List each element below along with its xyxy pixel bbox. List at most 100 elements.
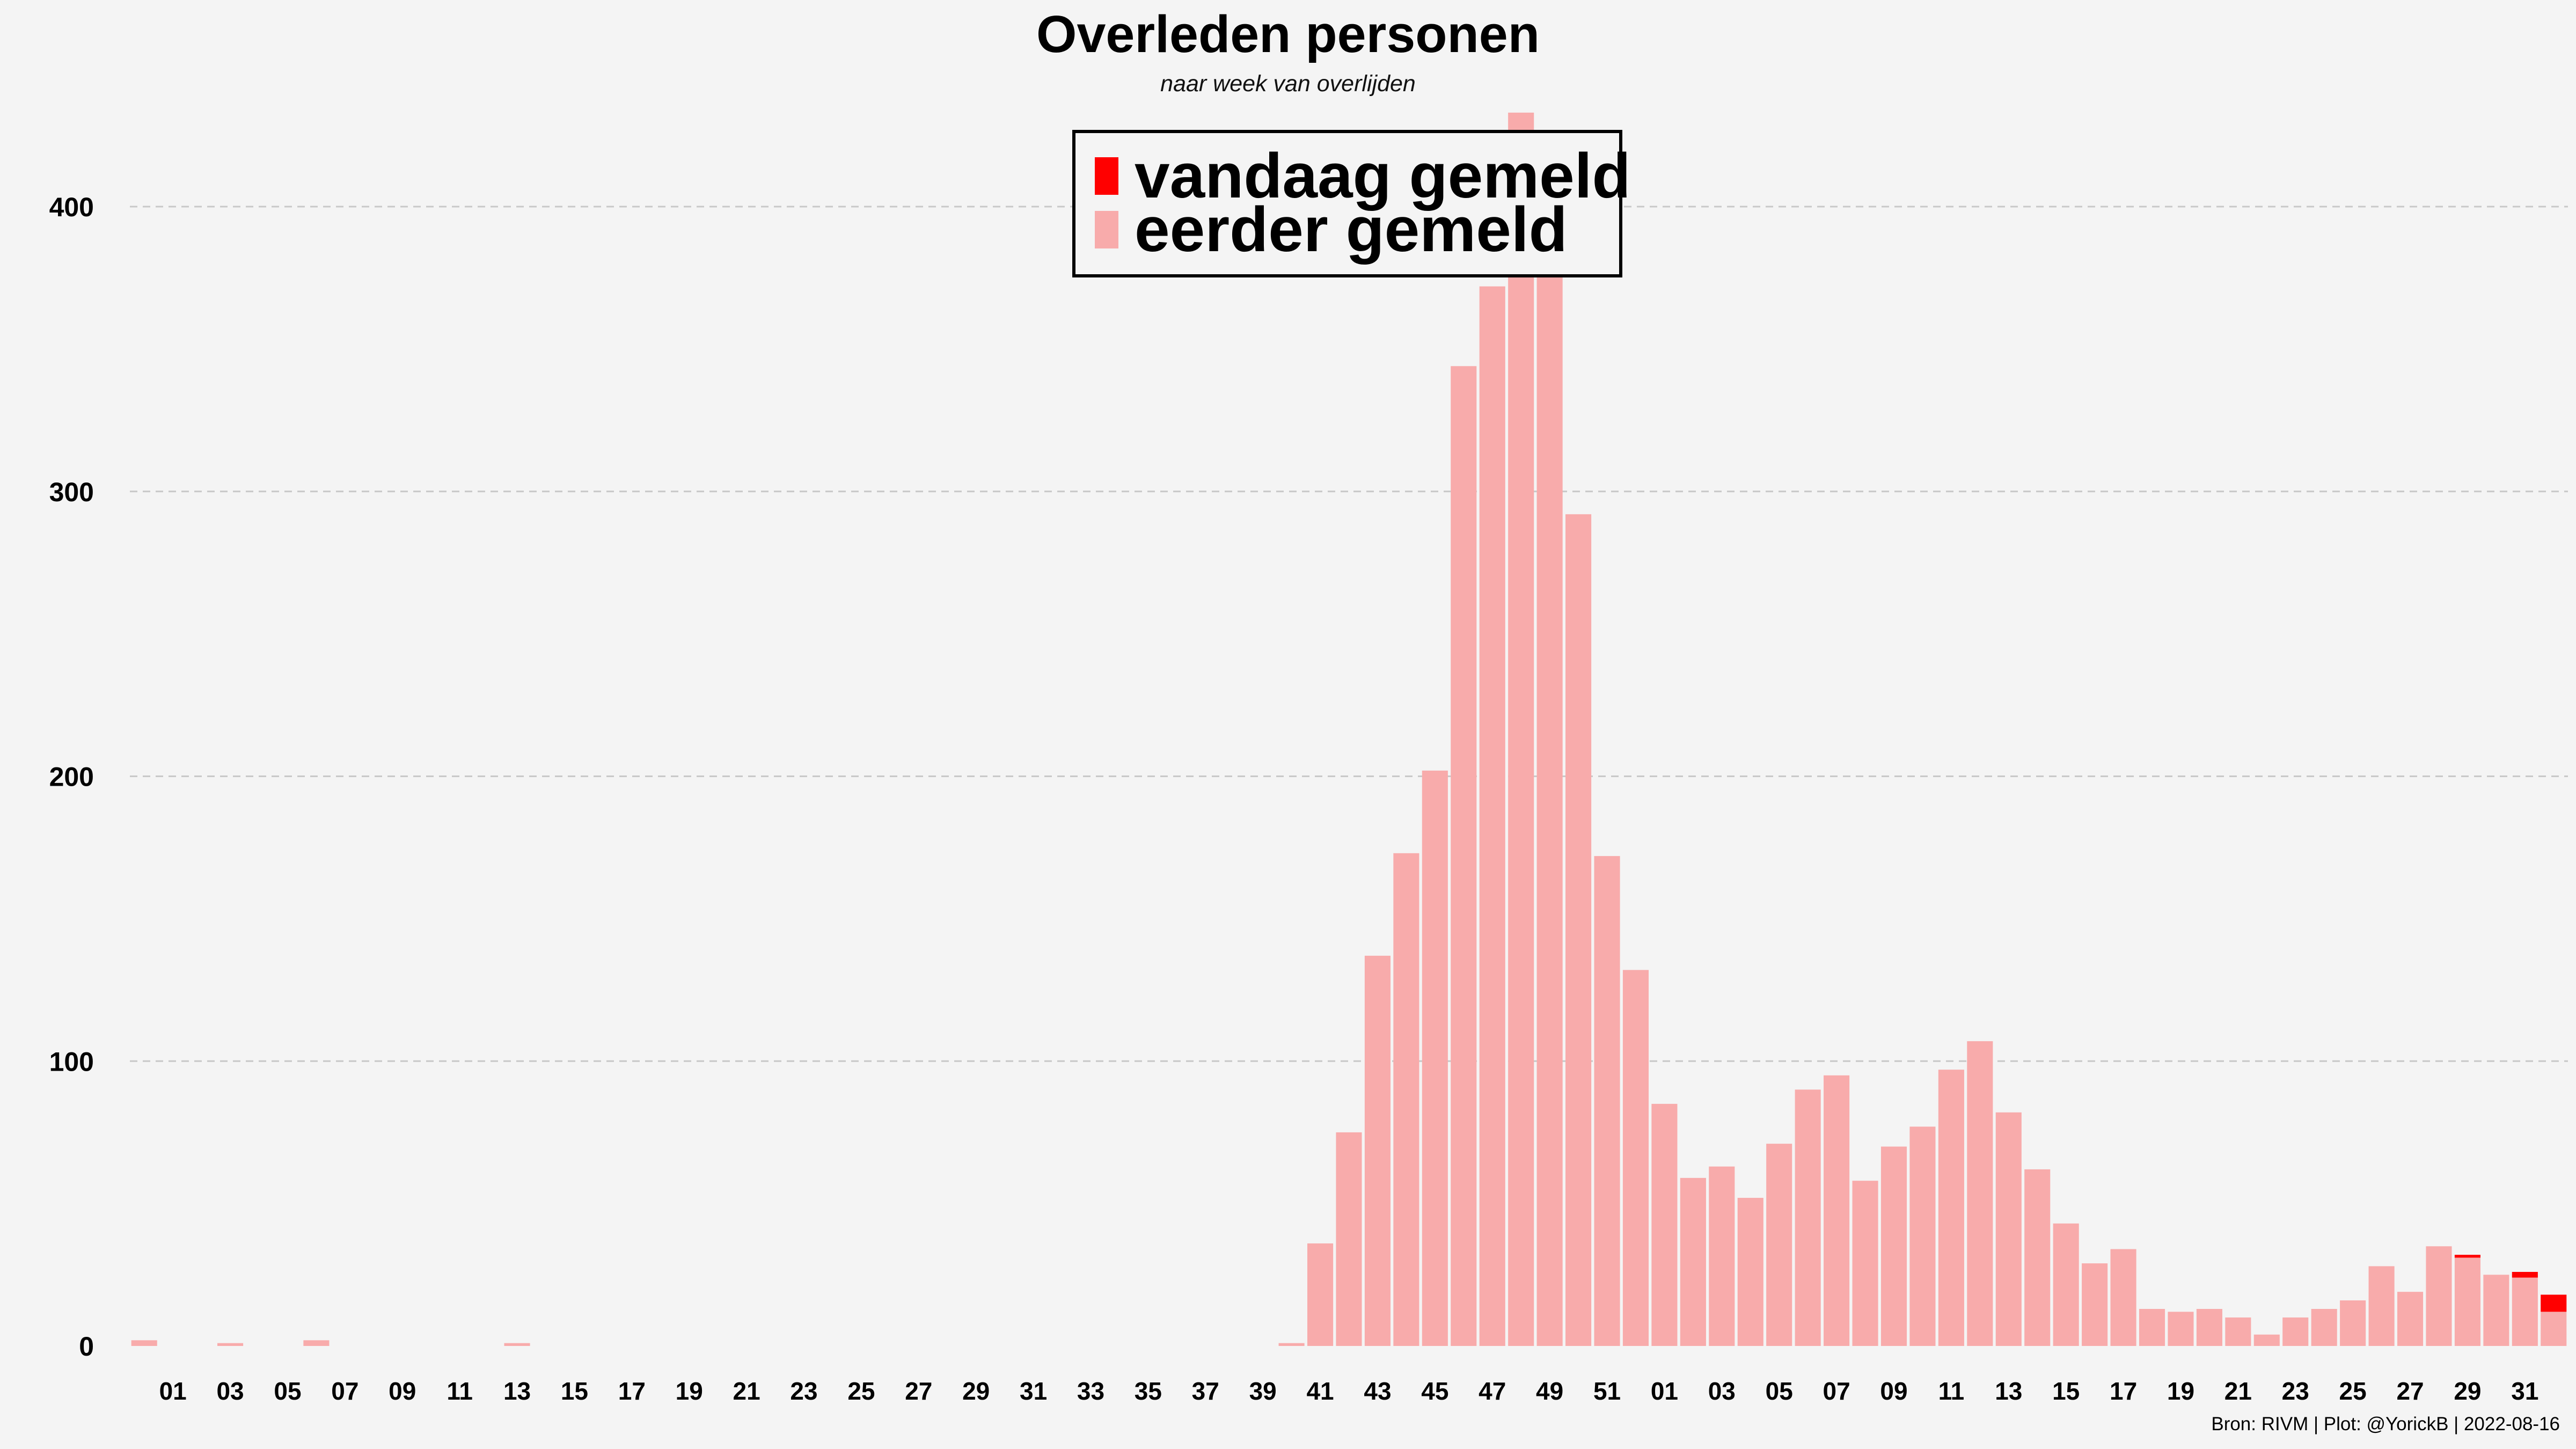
x-tick-label-18: 37 — [1192, 1377, 1219, 1405]
bar-earlier-54 — [1680, 1177, 1706, 1346]
legend-label-today: vandaag gemeld — [1135, 141, 1631, 211]
bar-earlier-13 — [504, 1343, 530, 1346]
bar-earlier-51 — [1594, 856, 1620, 1346]
x-tick-label-38: 25 — [2339, 1377, 2367, 1405]
bar-earlier-74 — [2253, 1334, 2280, 1346]
x-tick-label-22: 45 — [1421, 1377, 1448, 1405]
y-tick-label-300: 300 — [49, 477, 94, 507]
y-tick-label-200: 200 — [49, 762, 94, 792]
bar-earlier-46 — [1451, 366, 1477, 1346]
legend-swatch-today — [1095, 157, 1118, 195]
bar-earlier-58 — [1795, 1089, 1821, 1346]
legend-item-earlier: eerder gemeld — [1095, 194, 1568, 265]
bar-earlier-84 — [2541, 1312, 2567, 1346]
bar-earlier-65 — [1995, 1112, 2022, 1346]
bar-earlier-64 — [1967, 1041, 1993, 1346]
chart-title: Overleden personen — [1036, 5, 1540, 63]
x-tick-label-19: 39 — [1249, 1377, 1277, 1405]
x-tick-label-32: 13 — [1995, 1377, 2022, 1405]
x-tick-label-30: 09 — [1880, 1377, 1907, 1405]
x-tick-label-20: 41 — [1306, 1377, 1334, 1405]
y-tick-label-400: 400 — [49, 192, 94, 222]
x-tick-label-29: 07 — [1823, 1377, 1850, 1405]
source-caption: Bron: RIVM | Plot: @YorickB | 2022-08-16 — [2211, 1414, 2560, 1435]
bar-earlier-44 — [1393, 853, 1419, 1346]
legend-item-today: vandaag gemeld — [1095, 141, 1631, 211]
bar-earlier-69 — [2110, 1249, 2136, 1346]
bar-earlier-53 — [1651, 1103, 1678, 1346]
x-tick-label-3: 07 — [331, 1377, 358, 1405]
bar-earlier-45 — [1422, 770, 1448, 1346]
bar-earlier-57 — [1766, 1144, 1792, 1346]
x-tick-label-14: 29 — [962, 1377, 990, 1405]
bar-earlier-78 — [2368, 1266, 2395, 1346]
bar-earlier-42 — [1336, 1132, 1362, 1346]
bar-earlier-0 — [131, 1340, 157, 1346]
x-tick-label-40: 29 — [2454, 1377, 2481, 1405]
x-tick-label-16: 33 — [1077, 1377, 1104, 1405]
x-tick-label-36: 21 — [2224, 1377, 2252, 1405]
x-tick-label-12: 25 — [847, 1377, 875, 1405]
bar-earlier-50 — [1565, 514, 1592, 1346]
legend-label-earlier: eerder gemeld — [1135, 194, 1568, 265]
x-tick-label-10: 21 — [733, 1377, 760, 1405]
bar-earlier-3 — [217, 1343, 244, 1346]
x-tick-label-1: 03 — [216, 1377, 244, 1405]
bar-earlier-40 — [1278, 1343, 1305, 1346]
bar-earlier-75 — [2282, 1317, 2309, 1346]
bar-today-83 — [2512, 1272, 2538, 1278]
x-tick-label-26: 01 — [1651, 1377, 1678, 1405]
bar-earlier-72 — [2196, 1309, 2222, 1346]
x-tick-label-41: 31 — [2511, 1377, 2538, 1405]
x-tick-label-13: 27 — [905, 1377, 932, 1405]
x-tick-label-21: 43 — [1364, 1377, 1391, 1405]
bar-earlier-43 — [1364, 955, 1391, 1346]
bar-earlier-77 — [2340, 1300, 2366, 1346]
bar-earlier-66 — [2024, 1169, 2051, 1346]
x-tick-label-6: 13 — [503, 1377, 531, 1405]
bar-earlier-73 — [2225, 1317, 2251, 1346]
x-tick-label-34: 17 — [2110, 1377, 2137, 1405]
bar-earlier-59 — [1824, 1075, 1850, 1346]
bar-earlier-62 — [1909, 1126, 1936, 1346]
x-tick-label-5: 11 — [447, 1377, 473, 1405]
bar-earlier-49 — [1536, 272, 1563, 1346]
x-tick-label-7: 15 — [561, 1377, 588, 1405]
bar-earlier-56 — [1737, 1198, 1763, 1346]
bar-earlier-79 — [2397, 1292, 2424, 1346]
bar-earlier-68 — [2082, 1263, 2108, 1346]
x-tick-label-24: 49 — [1536, 1377, 1563, 1405]
bar-earlier-63 — [1938, 1070, 1964, 1346]
legend: vandaag gemeld eerder gemeld — [1072, 130, 1631, 277]
bar-earlier-47 — [1479, 286, 1505, 1346]
x-tick-label-15: 31 — [1020, 1377, 1047, 1405]
bar-earlier-83 — [2512, 1277, 2538, 1346]
bar-earlier-6 — [303, 1340, 330, 1346]
bar-earlier-70 — [2139, 1309, 2165, 1346]
y-tick-label-0: 0 — [79, 1331, 94, 1362]
x-tick-label-39: 27 — [2396, 1377, 2424, 1405]
x-tick-label-2: 05 — [274, 1377, 301, 1405]
x-tick-label-28: 05 — [1766, 1377, 1793, 1405]
bar-earlier-48 — [1508, 112, 1534, 1346]
bar-earlier-55 — [1709, 1166, 1735, 1346]
x-tick-label-8: 17 — [618, 1377, 646, 1405]
bar-earlier-52 — [1622, 970, 1649, 1346]
x-tick-label-31: 11 — [1938, 1377, 1965, 1405]
bar-today-84 — [2541, 1294, 2567, 1312]
x-tick-label-4: 09 — [389, 1377, 416, 1405]
bar-earlier-76 — [2311, 1309, 2337, 1346]
legend-swatch-earlier — [1095, 211, 1118, 248]
bar-earlier-60 — [1852, 1181, 1878, 1346]
y-tick-label-100: 100 — [49, 1046, 94, 1077]
bar-earlier-61 — [1880, 1146, 1907, 1346]
chart-subtitle: naar week van overlijden — [1160, 71, 1416, 97]
bar-earlier-67 — [2053, 1223, 2079, 1346]
bar-earlier-80 — [2426, 1246, 2452, 1346]
x-tick-label-35: 19 — [2167, 1377, 2194, 1405]
x-tick-label-0: 01 — [159, 1377, 187, 1405]
x-tick-label-9: 19 — [676, 1377, 703, 1405]
bar-today-81 — [2454, 1255, 2480, 1258]
bar-earlier-71 — [2168, 1312, 2194, 1346]
